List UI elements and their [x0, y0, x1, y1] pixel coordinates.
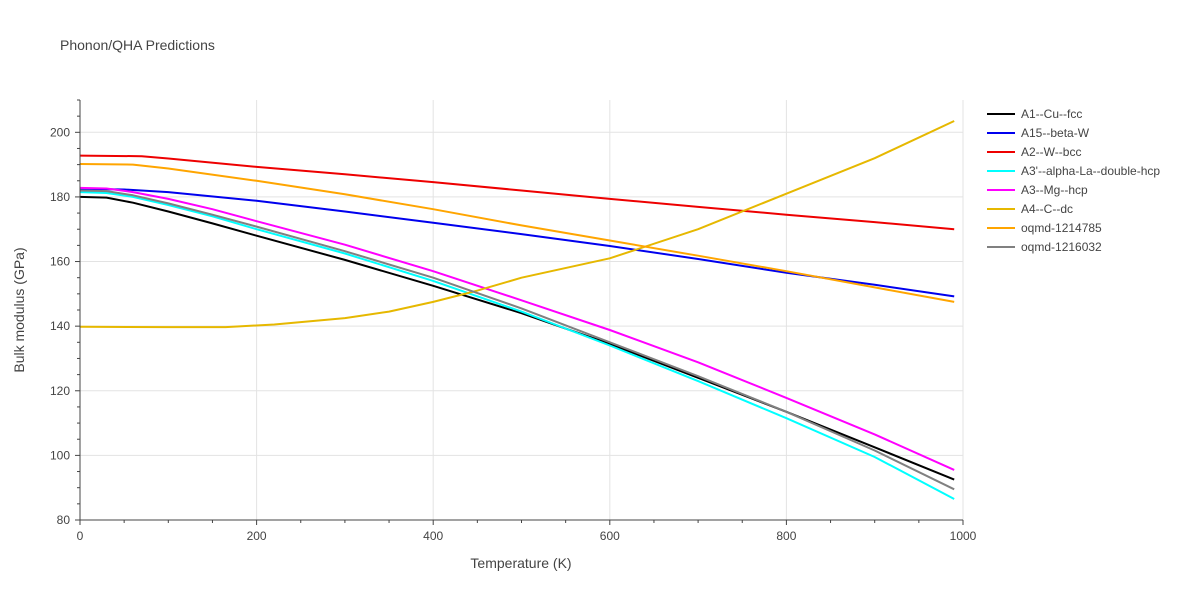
series-lines [79, 120, 955, 500]
y-tick-label: 100 [50, 448, 70, 462]
x-tick-label: 600 [600, 529, 620, 543]
y-tick-label: 80 [57, 513, 71, 527]
x-tick-label: 1000 [950, 529, 977, 543]
x-tick-label: 0 [77, 529, 84, 543]
legend-label: A3--Mg--hcp [1021, 183, 1088, 197]
tick-labels: 0 200 400 600 800 1000 80 100 120 140 160 180 200 [50, 125, 977, 543]
legend-label: oqmd-1214785 [1021, 221, 1102, 235]
axes [75, 99, 964, 525]
legend-item[interactable]: A1--Cu--fcc [987, 107, 1082, 121]
legend-item[interactable]: A2--W--bcc [987, 145, 1081, 159]
series-line [79, 186, 955, 471]
y-tick-label: 160 [50, 255, 70, 269]
legend-label: A3'--alpha-La--double-hcp [1021, 164, 1160, 178]
legend-item[interactable]: A3'--alpha-La--double-hcp [987, 164, 1160, 178]
y-tick-label: 120 [50, 384, 70, 398]
legend-label: A1--Cu--fcc [1021, 107, 1082, 121]
legend-item[interactable]: A15--beta-W [987, 126, 1090, 140]
y-tick-label: 140 [50, 319, 70, 333]
legend-item[interactable]: oqmd-1216032 [987, 240, 1102, 254]
y-axis-title: Bulk modulus (GPa) [11, 247, 27, 372]
legend-label: A15--beta-W [1021, 126, 1090, 140]
y-tick-label: 180 [50, 190, 70, 204]
series-line [79, 154, 955, 231]
legend-item[interactable]: A4--C--dc [987, 202, 1073, 216]
y-tick-label: 200 [50, 125, 70, 139]
x-tick-label: 200 [247, 529, 267, 543]
series-line [79, 191, 955, 500]
series-line [79, 187, 955, 298]
chart-title: Phonon/QHA Predictions [60, 37, 215, 53]
x-axis-title: Temperature (K) [470, 555, 571, 571]
legend-label: oqmd-1216032 [1021, 240, 1102, 254]
series-line [79, 120, 955, 329]
series-line [79, 195, 955, 481]
legend[interactable]: A1--Cu--fcc A15--beta-W A2--W--bcc A3'--alp… [987, 107, 1160, 254]
legend-item[interactable]: A3--Mg--hcp [987, 183, 1088, 197]
series-line [79, 189, 955, 491]
legend-label: A2--W--bcc [1021, 145, 1081, 159]
x-tick-label: 800 [776, 529, 796, 543]
legend-item[interactable]: oqmd-1214785 [987, 221, 1102, 235]
series-line [79, 163, 955, 303]
x-tick-label: 400 [423, 529, 443, 543]
legend-label: A4--C--dc [1021, 202, 1073, 216]
